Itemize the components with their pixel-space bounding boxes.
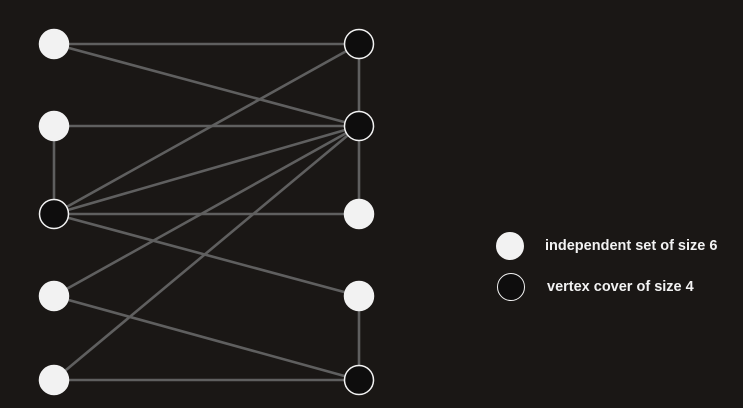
node-L3-vertex-cover — [38, 198, 70, 230]
edge-L3-R4 — [53, 212, 360, 298]
legend-independent-set: independent set of size 6 — [496, 232, 717, 260]
nodes-layer — [38, 28, 375, 396]
edges-layer — [52, 42, 361, 382]
legend-cover-label: vertex cover of size 4 — [547, 279, 694, 295]
edge-L1-R2 — [53, 42, 360, 128]
node-L2-independent — [38, 110, 70, 142]
edge-L3-R2 — [53, 124, 360, 216]
legend-independent-label: independent set of size 6 — [545, 238, 718, 254]
node-R4-independent — [343, 280, 375, 312]
node-L1-independent — [38, 28, 70, 60]
legend-vertex-cover: vertex cover of size 4 — [497, 273, 694, 301]
node-R2-vertex-cover — [343, 110, 375, 142]
node-R3-independent — [343, 198, 375, 230]
node-L4-independent — [38, 280, 70, 312]
node-L5-independent — [38, 364, 70, 396]
edge-L3-R1 — [53, 42, 360, 216]
node-R5-vertex-cover — [343, 364, 375, 396]
node-R1-vertex-cover — [343, 28, 375, 60]
white-node-swatch — [496, 232, 524, 260]
edge-L4-R2 — [53, 124, 360, 298]
edge-L4-R5 — [53, 294, 360, 382]
edge-L5-R2 — [53, 125, 360, 381]
black-node-swatch — [497, 273, 525, 301]
